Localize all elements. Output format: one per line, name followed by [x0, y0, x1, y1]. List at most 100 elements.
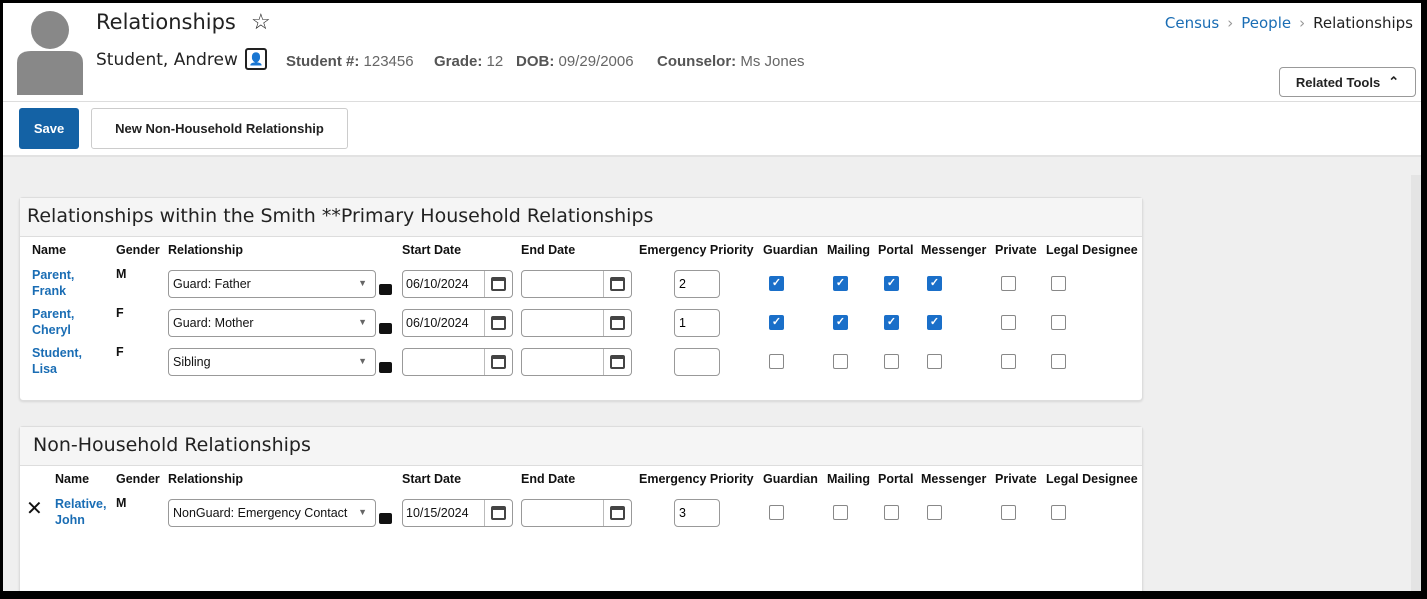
new-non-household-relationship-button[interactable]: New Non-Household Relationship	[91, 108, 348, 149]
messenger-checkbox[interactable]: ✓	[927, 315, 942, 330]
breadcrumb-people[interactable]: People	[1241, 14, 1292, 32]
calendar-icon[interactable]	[603, 271, 631, 297]
end-date-input[interactable]	[521, 270, 632, 298]
person-name-link[interactable]: Student, Lisa	[32, 345, 92, 377]
first-name[interactable]: John	[55, 513, 85, 527]
person-name-link[interactable]: Parent, Cheryl	[32, 306, 92, 338]
dropdown-arrow-icon: ▼	[358, 317, 367, 327]
comment-icon[interactable]	[379, 513, 392, 524]
panel-title: Non-Household Relationships	[20, 427, 1142, 466]
private-checkbox[interactable]	[1001, 315, 1016, 330]
mailing-checkbox[interactable]	[833, 505, 848, 520]
portal-checkbox[interactable]: ✓	[884, 276, 899, 291]
last-name[interactable]: Relative,	[55, 497, 107, 511]
legal-designee-checkbox[interactable]	[1051, 276, 1066, 291]
relationship-select[interactable]: Sibling ▼	[168, 348, 376, 376]
person-name-link[interactable]: Relative, John	[55, 496, 115, 528]
scrollbar[interactable]	[1411, 175, 1421, 591]
chevron-right-icon: ›	[1227, 14, 1234, 32]
start-date-input[interactable]: 10/15/2024	[402, 499, 513, 527]
start-date-value: 10/15/2024	[406, 506, 469, 520]
breadcrumb-census[interactable]: Census	[1164, 14, 1220, 32]
portal-checkbox[interactable]: ✓	[884, 315, 899, 330]
comment-icon[interactable]	[379, 362, 392, 373]
calendar-icon[interactable]	[484, 349, 512, 375]
gender: F	[116, 306, 124, 320]
first-name[interactable]: Lisa	[32, 362, 58, 376]
related-tools-button[interactable]: Related Tools ⌃	[1279, 67, 1416, 97]
emergency-priority-input[interactable]: 2	[674, 270, 720, 298]
counselor: Counselor: Ms Jones	[657, 53, 805, 70]
messenger-checkbox[interactable]: ✓	[927, 276, 942, 291]
start-date-input[interactable]: 06/10/2024	[402, 270, 513, 298]
emergency-priority-input[interactable]	[674, 348, 720, 376]
contact-card-icon[interactable]: 👤	[245, 48, 267, 70]
legal-designee-checkbox[interactable]	[1051, 315, 1066, 330]
start-date-input[interactable]: 06/10/2024	[402, 309, 513, 337]
last-name[interactable]: Student,	[32, 346, 82, 360]
calendar-icon[interactable]	[603, 500, 631, 526]
column-header-legal-designee: Legal Designee	[1046, 243, 1138, 257]
private-checkbox[interactable]	[1001, 354, 1016, 369]
column-header-messenger: Messenger	[921, 472, 987, 486]
last-name[interactable]: Parent,	[32, 307, 75, 321]
start-date-value: 06/10/2024	[406, 316, 469, 330]
chevron-up-icon: ⌃	[1388, 74, 1400, 89]
legal-designee-checkbox[interactable]	[1051, 354, 1066, 369]
calendar-icon[interactable]	[484, 310, 512, 336]
portal-checkbox[interactable]	[884, 505, 899, 520]
mailing-checkbox[interactable]: ✓	[833, 315, 848, 330]
last-name[interactable]: Parent,	[32, 268, 75, 282]
calendar-icon[interactable]	[603, 310, 631, 336]
first-name[interactable]: Cheryl	[32, 323, 71, 337]
guardian-checkbox[interactable]: ✓	[769, 276, 784, 291]
save-button[interactable]: Save	[19, 108, 79, 149]
legal-designee-checkbox[interactable]	[1051, 505, 1066, 520]
column-header-name: Name	[55, 472, 90, 486]
portal-checkbox[interactable]	[884, 354, 899, 369]
end-date-input[interactable]	[521, 348, 632, 376]
calendar-icon[interactable]	[484, 500, 512, 526]
mailing-checkbox[interactable]: ✓	[833, 276, 848, 291]
relationship-value: Guard: Father	[173, 277, 251, 291]
column-header-relationship: Relationship	[168, 243, 244, 257]
end-date-input[interactable]	[521, 309, 632, 337]
column-header-start-date: Start Date	[402, 472, 462, 486]
column-header-private: Private	[995, 472, 1037, 486]
guardian-checkbox[interactable]: ✓	[769, 315, 784, 330]
related-tools-label: Related Tools	[1295, 74, 1381, 90]
delete-icon[interactable]: ✕	[26, 498, 43, 520]
favorite-star-icon[interactable]: ☆	[251, 9, 271, 34]
non-household-relationships-panel: Non-Household Relationships Name Gender Re…	[19, 426, 1143, 591]
dropdown-arrow-icon: ▼	[358, 507, 367, 517]
person-name-link[interactable]: Parent, Frank	[32, 267, 92, 299]
emergency-priority-input[interactable]: 1	[674, 309, 720, 337]
mailing-checkbox[interactable]	[833, 354, 848, 369]
relationship-select[interactable]: Guard: Father ▼	[168, 270, 376, 298]
panel-title: Relationships within the Smith **Primary…	[20, 198, 1142, 237]
relationship-select[interactable]: Guard: Mother ▼	[168, 309, 376, 337]
relationship-select[interactable]: NonGuard: Emergency Contact ▼	[168, 499, 376, 527]
private-checkbox[interactable]	[1001, 505, 1016, 520]
end-date-input[interactable]	[521, 499, 632, 527]
start-date-input[interactable]	[402, 348, 513, 376]
column-header-emergency-priority: Emergency Priority	[639, 472, 754, 486]
dob-value: 09/29/2006	[558, 53, 634, 70]
calendar-icon[interactable]	[484, 271, 512, 297]
divider	[3, 101, 1421, 102]
comment-icon[interactable]	[379, 284, 392, 295]
comment-icon[interactable]	[379, 323, 392, 334]
column-header-end-date: End Date	[521, 243, 576, 257]
guardian-checkbox[interactable]	[769, 505, 784, 520]
messenger-checkbox[interactable]	[927, 354, 942, 369]
relationship-value: Sibling	[173, 355, 211, 369]
calendar-icon[interactable]	[603, 349, 631, 375]
messenger-checkbox[interactable]	[927, 505, 942, 520]
emergency-priority-input[interactable]: 3	[674, 499, 720, 527]
avatar	[17, 11, 83, 95]
dob: DOB: 09/29/2006	[516, 53, 634, 70]
column-header-emergency-priority: Emergency Priority	[639, 243, 754, 257]
guardian-checkbox[interactable]	[769, 354, 784, 369]
private-checkbox[interactable]	[1001, 276, 1016, 291]
first-name[interactable]: Frank	[32, 284, 67, 298]
